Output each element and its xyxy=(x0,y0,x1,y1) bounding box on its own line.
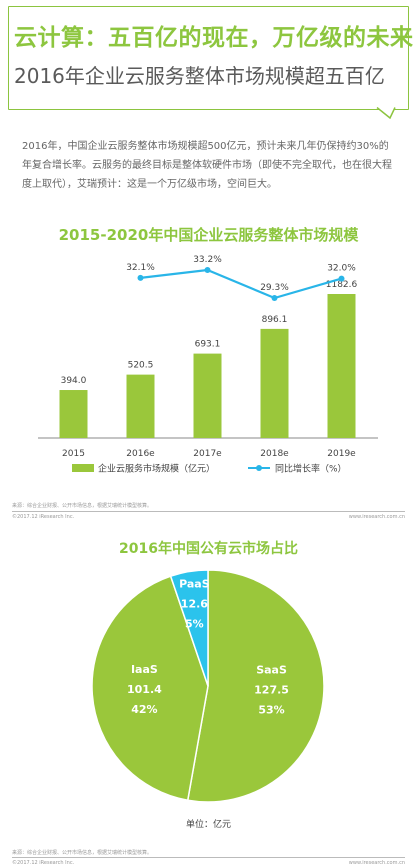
bar-2015 xyxy=(59,390,88,438)
pie-label-value-iaas: 101.4 xyxy=(127,683,162,696)
bar-2018e xyxy=(260,328,289,438)
pie-label-name-saas: SaaS xyxy=(256,664,287,677)
bar-label-2018e: 896.1 xyxy=(262,315,288,325)
pie-slice-saas xyxy=(186,569,325,803)
pie-chart-title: 2016年中国公有云市场占比 xyxy=(119,541,298,557)
pie-slice-iaas xyxy=(91,575,209,802)
growth-label-2017e: 33.2% xyxy=(193,255,222,265)
legend-label-line: 同比增长率（%） xyxy=(275,463,347,475)
bar-2019e xyxy=(327,294,356,438)
unit-label: 单位：亿元 xyxy=(185,820,231,830)
x-tick-2018e: 2018e xyxy=(260,449,289,459)
speech-bubble-tail xyxy=(376,104,396,123)
bar-label-2017e: 693.1 xyxy=(195,340,221,350)
x-tick-2015: 2015 xyxy=(62,449,85,459)
x-tick-2016e: 2016e xyxy=(126,449,155,459)
growth-point-1 xyxy=(204,267,211,273)
pie-label-name-iaas: IaaS xyxy=(131,663,158,676)
bar-label-2016e: 520.5 xyxy=(128,361,154,371)
legend-label-bar: 企业云服务市场规模（亿元） xyxy=(98,463,215,475)
pie-label-name-paas: PaaS xyxy=(179,578,210,591)
bar-chart-title: 2015-2020年中国企业云服务整体市场规模 xyxy=(58,226,359,244)
x-tick-2017e: 2017e xyxy=(193,449,222,459)
bar-label-2015: 394.0 xyxy=(61,376,87,386)
copyright-1: ©2017.12 iResearch Inc. xyxy=(12,514,75,520)
bar-label-2019e: 1182.6 xyxy=(326,280,358,290)
site-url-1: www.iresearch.com.cn xyxy=(348,514,405,520)
growth-point-0 xyxy=(137,274,144,281)
growth-point-3 xyxy=(338,275,345,282)
pie-label-value-saas: 127.5 xyxy=(254,684,289,697)
pie-label-percent-saas: 53% xyxy=(258,704,284,717)
pie-slice-paas xyxy=(169,569,209,687)
bar-2017e xyxy=(193,353,222,438)
x-tick-2019e: 2019e xyxy=(327,449,356,459)
pie-label-percent-paas: 5% xyxy=(185,618,204,631)
bar-line-chart: 394.0 2015 520.5 2016e 32.1% 693.1 2017e 33.2% 8… xyxy=(38,255,378,475)
bar-2016e xyxy=(126,374,155,438)
copyright-2: ©2017.12 iResearch Inc. xyxy=(12,860,75,866)
pie-label-percent-iaas: 42% xyxy=(131,703,157,716)
divider-1 xyxy=(12,511,405,512)
intro-paragraph: 2016年，中国企业云服务整体市场规模超500亿元，预计未来几年仍保持约30%的… xyxy=(22,141,392,190)
page-title: 云计算：五百亿的现在，万亿级的未来 xyxy=(14,25,414,51)
divider-2 xyxy=(12,857,405,858)
site-url-2: www.iresearch.com.cn xyxy=(348,860,405,866)
source-note-1: 来源：综合企业财报、公开市场信息，根据艾瑞统计模型核算。 xyxy=(12,503,153,509)
pie-label-value-paas: 12.6 xyxy=(181,598,208,611)
source-note-2: 来源：综合企业财报、公开市场信息，根据艾瑞统计模型核算。 xyxy=(12,850,153,856)
growth-line xyxy=(140,268,342,300)
growth-label-2016e: 32.1% xyxy=(126,263,155,273)
page-subtitle: 2016年企业云服务整体市场规模超五百亿 xyxy=(14,64,385,88)
growth-label-2019e: 32.0% xyxy=(327,264,356,274)
legend-marker-line xyxy=(256,465,262,471)
pie-chart: SaaS 127.5 53% IaaS 101.4 42% PaaS 12.6 5% xyxy=(91,569,325,803)
growth-point-2 xyxy=(271,295,278,301)
title-box xyxy=(8,6,409,110)
growth-label-2018e: 29.3% xyxy=(260,283,289,293)
legend-swatch-bar xyxy=(72,464,94,472)
